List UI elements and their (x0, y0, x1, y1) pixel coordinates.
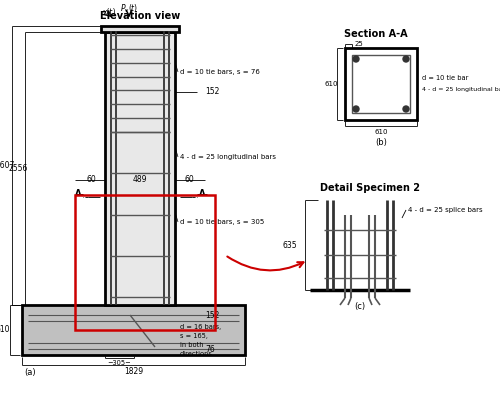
Text: $P_v(t)$: $P_v(t)$ (120, 3, 138, 15)
Bar (75, 195, 215, 330)
Text: directions: directions (180, 351, 213, 357)
Text: −305−: −305− (108, 360, 131, 366)
Text: 152: 152 (205, 310, 220, 320)
Bar (101, 26, 179, 32)
Text: d = 16 bars,: d = 16 bars, (180, 324, 221, 330)
Circle shape (353, 106, 359, 112)
Text: d = 10 tie bar: d = 10 tie bar (422, 75, 469, 81)
Text: (c): (c) (354, 301, 366, 310)
Text: d = 10 tie bars, s = 305: d = 10 tie bars, s = 305 (180, 219, 264, 225)
Text: A: A (75, 189, 81, 198)
Text: 610: 610 (324, 81, 338, 87)
Bar (352, 55, 410, 113)
Text: 2607: 2607 (0, 161, 14, 170)
Text: 76: 76 (205, 345, 215, 353)
Text: Detail Specimen 2: Detail Specimen 2 (320, 183, 420, 193)
Text: 610: 610 (0, 326, 10, 335)
Text: 60: 60 (86, 175, 96, 185)
Text: 489: 489 (133, 175, 147, 185)
Text: 2556: 2556 (8, 164, 28, 173)
Bar (22, 305, 245, 355)
Bar (345, 48, 417, 120)
Text: Section A-A: Section A-A (344, 29, 408, 39)
Bar (105, 32, 175, 305)
Text: 635: 635 (282, 241, 297, 249)
Text: 4 - d = 25 longitudinal bars: 4 - d = 25 longitudinal bars (180, 154, 276, 160)
Circle shape (403, 56, 409, 62)
Text: 4 - d = 25 longitudinal bars: 4 - d = 25 longitudinal bars (422, 87, 500, 93)
Text: Elevation view: Elevation view (100, 11, 180, 21)
Text: A: A (199, 189, 205, 198)
Text: 1829: 1829 (124, 368, 143, 376)
Text: in both: in both (180, 342, 204, 348)
Text: d = 10 tie bars, s = 76: d = 10 tie bars, s = 76 (180, 69, 260, 75)
Circle shape (353, 56, 359, 62)
Text: 152: 152 (205, 87, 220, 96)
Text: 60: 60 (184, 175, 194, 185)
Text: (a): (a) (24, 368, 36, 378)
Text: 4 - d = 25 splice bars: 4 - d = 25 splice bars (408, 207, 482, 213)
Circle shape (403, 106, 409, 112)
Text: 610: 610 (374, 129, 388, 135)
Text: s = 165,: s = 165, (180, 333, 208, 339)
Text: (b): (b) (375, 137, 387, 146)
Text: x(t): x(t) (103, 8, 117, 17)
Text: 25: 25 (355, 41, 364, 47)
